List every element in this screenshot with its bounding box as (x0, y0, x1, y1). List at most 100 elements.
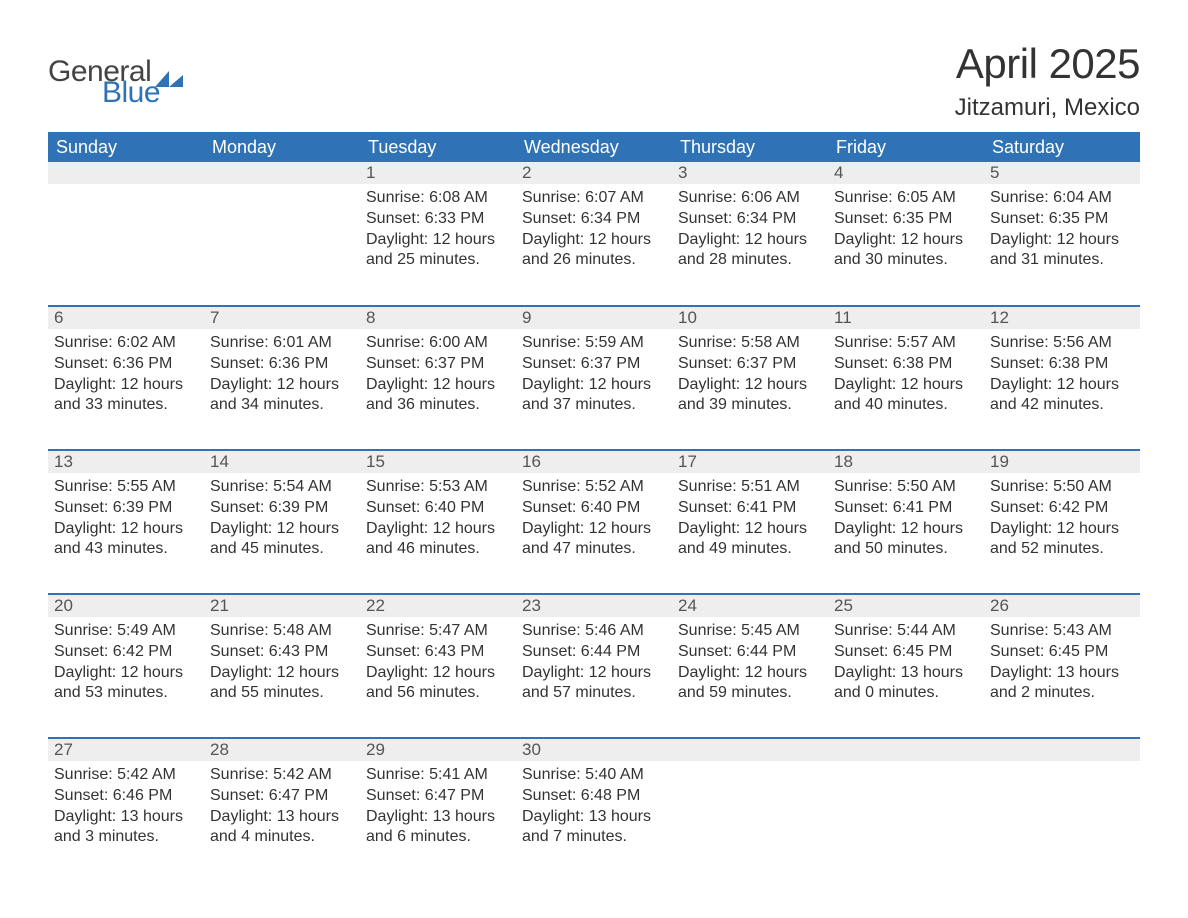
daylight-text: Daylight: 12 hours and 46 minutes. (366, 519, 510, 561)
sunset-text: Sunset: 6:43 PM (210, 642, 354, 663)
day-content: Sunrise: 5:49 AMSunset: 6:42 PMDaylight:… (48, 617, 204, 706)
day-number: 27 (48, 739, 204, 761)
day-content: Sunrise: 6:02 AMSunset: 6:36 PMDaylight:… (48, 329, 204, 418)
day-content: Sunrise: 6:01 AMSunset: 6:36 PMDaylight:… (204, 329, 360, 418)
sunrise-text: Sunrise: 5:44 AM (834, 621, 978, 642)
day-number: 29 (360, 739, 516, 761)
day-number: 22 (360, 595, 516, 617)
brand-word-2: Blue (102, 79, 183, 108)
calendar-day-cell: 9Sunrise: 5:59 AMSunset: 6:37 PMDaylight… (516, 306, 672, 450)
daylight-text: Daylight: 12 hours and 50 minutes. (834, 519, 978, 561)
day-content: Sunrise: 5:54 AMSunset: 6:39 PMDaylight:… (204, 473, 360, 562)
weekday-header: Friday (828, 132, 984, 162)
daylight-text: Daylight: 12 hours and 59 minutes. (678, 663, 822, 705)
calendar-week-row: 6Sunrise: 6:02 AMSunset: 6:36 PMDaylight… (48, 306, 1140, 450)
calendar-day-cell (48, 162, 204, 306)
day-content: Sunrise: 5:50 AMSunset: 6:41 PMDaylight:… (828, 473, 984, 562)
calendar-day-cell: 8Sunrise: 6:00 AMSunset: 6:37 PMDaylight… (360, 306, 516, 450)
title-block: April 2025 Jitzamuri, Mexico (955, 40, 1140, 122)
sunrise-text: Sunrise: 6:08 AM (366, 188, 510, 209)
day-content: Sunrise: 5:47 AMSunset: 6:43 PMDaylight:… (360, 617, 516, 706)
sunset-text: Sunset: 6:39 PM (210, 498, 354, 519)
calendar-day-cell: 29Sunrise: 5:41 AMSunset: 6:47 PMDayligh… (360, 738, 516, 882)
day-content: Sunrise: 6:05 AMSunset: 6:35 PMDaylight:… (828, 184, 984, 273)
day-number: 15 (360, 451, 516, 473)
sunrise-text: Sunrise: 6:06 AM (678, 188, 822, 209)
sunset-text: Sunset: 6:33 PM (366, 209, 510, 230)
weekday-header: Monday (204, 132, 360, 162)
daylight-text: Daylight: 12 hours and 53 minutes. (54, 663, 198, 705)
calendar-day-cell: 17Sunrise: 5:51 AMSunset: 6:41 PMDayligh… (672, 450, 828, 594)
sunrise-text: Sunrise: 6:05 AM (834, 188, 978, 209)
sunrise-text: Sunrise: 5:54 AM (210, 477, 354, 498)
sunset-text: Sunset: 6:41 PM (834, 498, 978, 519)
daylight-text: Daylight: 12 hours and 30 minutes. (834, 230, 978, 272)
day-content: Sunrise: 5:57 AMSunset: 6:38 PMDaylight:… (828, 329, 984, 418)
weekday-header: Saturday (984, 132, 1140, 162)
sunset-text: Sunset: 6:34 PM (522, 209, 666, 230)
sunset-text: Sunset: 6:37 PM (678, 354, 822, 375)
calendar-week-row: 27Sunrise: 5:42 AMSunset: 6:46 PMDayligh… (48, 738, 1140, 882)
daylight-text: Daylight: 12 hours and 42 minutes. (990, 375, 1134, 417)
sunrise-text: Sunrise: 5:58 AM (678, 333, 822, 354)
day-content: Sunrise: 5:50 AMSunset: 6:42 PMDaylight:… (984, 473, 1140, 562)
calendar-day-cell: 21Sunrise: 5:48 AMSunset: 6:43 PMDayligh… (204, 594, 360, 738)
day-number: 24 (672, 595, 828, 617)
sunset-text: Sunset: 6:45 PM (990, 642, 1134, 663)
day-content: Sunrise: 5:42 AMSunset: 6:46 PMDaylight:… (48, 761, 204, 850)
sunrise-text: Sunrise: 5:45 AM (678, 621, 822, 642)
sunset-text: Sunset: 6:44 PM (678, 642, 822, 663)
calendar-day-cell: 19Sunrise: 5:50 AMSunset: 6:42 PMDayligh… (984, 450, 1140, 594)
day-content: Sunrise: 5:52 AMSunset: 6:40 PMDaylight:… (516, 473, 672, 562)
day-number: 19 (984, 451, 1140, 473)
calendar-day-cell: 1 Sunrise: 6:08 AMSunset: 6:33 PMDaylight… (360, 162, 516, 306)
calendar-day-cell: 23Sunrise: 5:46 AMSunset: 6:44 PMDayligh… (516, 594, 672, 738)
weekday-header-row: SundayMondayTuesdayWednesdayThursdayFrid… (48, 132, 1140, 162)
calendar-day-cell: 26Sunrise: 5:43 AMSunset: 6:45 PMDayligh… (984, 594, 1140, 738)
sunset-text: Sunset: 6:38 PM (834, 354, 978, 375)
day-content: Sunrise: 5:51 AMSunset: 6:41 PMDaylight:… (672, 473, 828, 562)
calendar-day-cell: 13Sunrise: 5:55 AMSunset: 6:39 PMDayligh… (48, 450, 204, 594)
month-title: April 2025 (955, 40, 1140, 88)
daylight-text: Daylight: 12 hours and 33 minutes. (54, 375, 198, 417)
sunrise-text: Sunrise: 6:01 AM (210, 333, 354, 354)
daylight-text: Daylight: 12 hours and 25 minutes. (366, 230, 510, 272)
daylight-text: Daylight: 12 hours and 28 minutes. (678, 230, 822, 272)
daylight-text: Daylight: 12 hours and 55 minutes. (210, 663, 354, 705)
day-number: 9 (516, 307, 672, 329)
sunset-text: Sunset: 6:37 PM (366, 354, 510, 375)
sunset-text: Sunset: 6:48 PM (522, 786, 666, 807)
day-number: 1 (360, 162, 516, 184)
sunrise-text: Sunrise: 6:00 AM (366, 333, 510, 354)
day-content: Sunrise: 6:07 AMSunset: 6:34 PMDaylight:… (516, 184, 672, 273)
daylight-text: Daylight: 13 hours and 4 minutes. (210, 807, 354, 849)
day-content: Sunrise: 5:44 AMSunset: 6:45 PMDaylight:… (828, 617, 984, 706)
daylight-text: Daylight: 12 hours and 52 minutes. (990, 519, 1134, 561)
sunrise-text: Sunrise: 5:50 AM (834, 477, 978, 498)
day-number: 5 (984, 162, 1140, 184)
sunset-text: Sunset: 6:40 PM (366, 498, 510, 519)
day-number: 28 (204, 739, 360, 761)
daylight-text: Daylight: 13 hours and 2 minutes. (990, 663, 1134, 705)
sunrise-text: Sunrise: 6:04 AM (990, 188, 1134, 209)
day-content: Sunrise: 5:43 AMSunset: 6:45 PMDaylight:… (984, 617, 1140, 706)
sunrise-text: Sunrise: 5:40 AM (522, 765, 666, 786)
daylight-text: Daylight: 12 hours and 57 minutes. (522, 663, 666, 705)
calendar-day-cell: 6Sunrise: 6:02 AMSunset: 6:36 PMDaylight… (48, 306, 204, 450)
sunset-text: Sunset: 6:36 PM (210, 354, 354, 375)
weekday-header: Thursday (672, 132, 828, 162)
sunrise-text: Sunrise: 5:47 AM (366, 621, 510, 642)
sunset-text: Sunset: 6:40 PM (522, 498, 666, 519)
day-number: 20 (48, 595, 204, 617)
day-content: Sunrise: 5:48 AMSunset: 6:43 PMDaylight:… (204, 617, 360, 706)
calendar-day-cell (204, 162, 360, 306)
calendar-day-cell: 5Sunrise: 6:04 AMSunset: 6:35 PMDaylight… (984, 162, 1140, 306)
calendar-day-cell: 7Sunrise: 6:01 AMSunset: 6:36 PMDaylight… (204, 306, 360, 450)
day-number: 17 (672, 451, 828, 473)
calendar-day-cell (672, 738, 828, 882)
calendar-day-cell: 30Sunrise: 5:40 AMSunset: 6:48 PMDayligh… (516, 738, 672, 882)
daylight-text: Daylight: 12 hours and 43 minutes. (54, 519, 198, 561)
location-label: Jitzamuri, Mexico (955, 94, 1140, 122)
daylight-text: Daylight: 12 hours and 40 minutes. (834, 375, 978, 417)
header: General Blue April 2025 Jitzamuri, Mexic… (48, 40, 1140, 122)
